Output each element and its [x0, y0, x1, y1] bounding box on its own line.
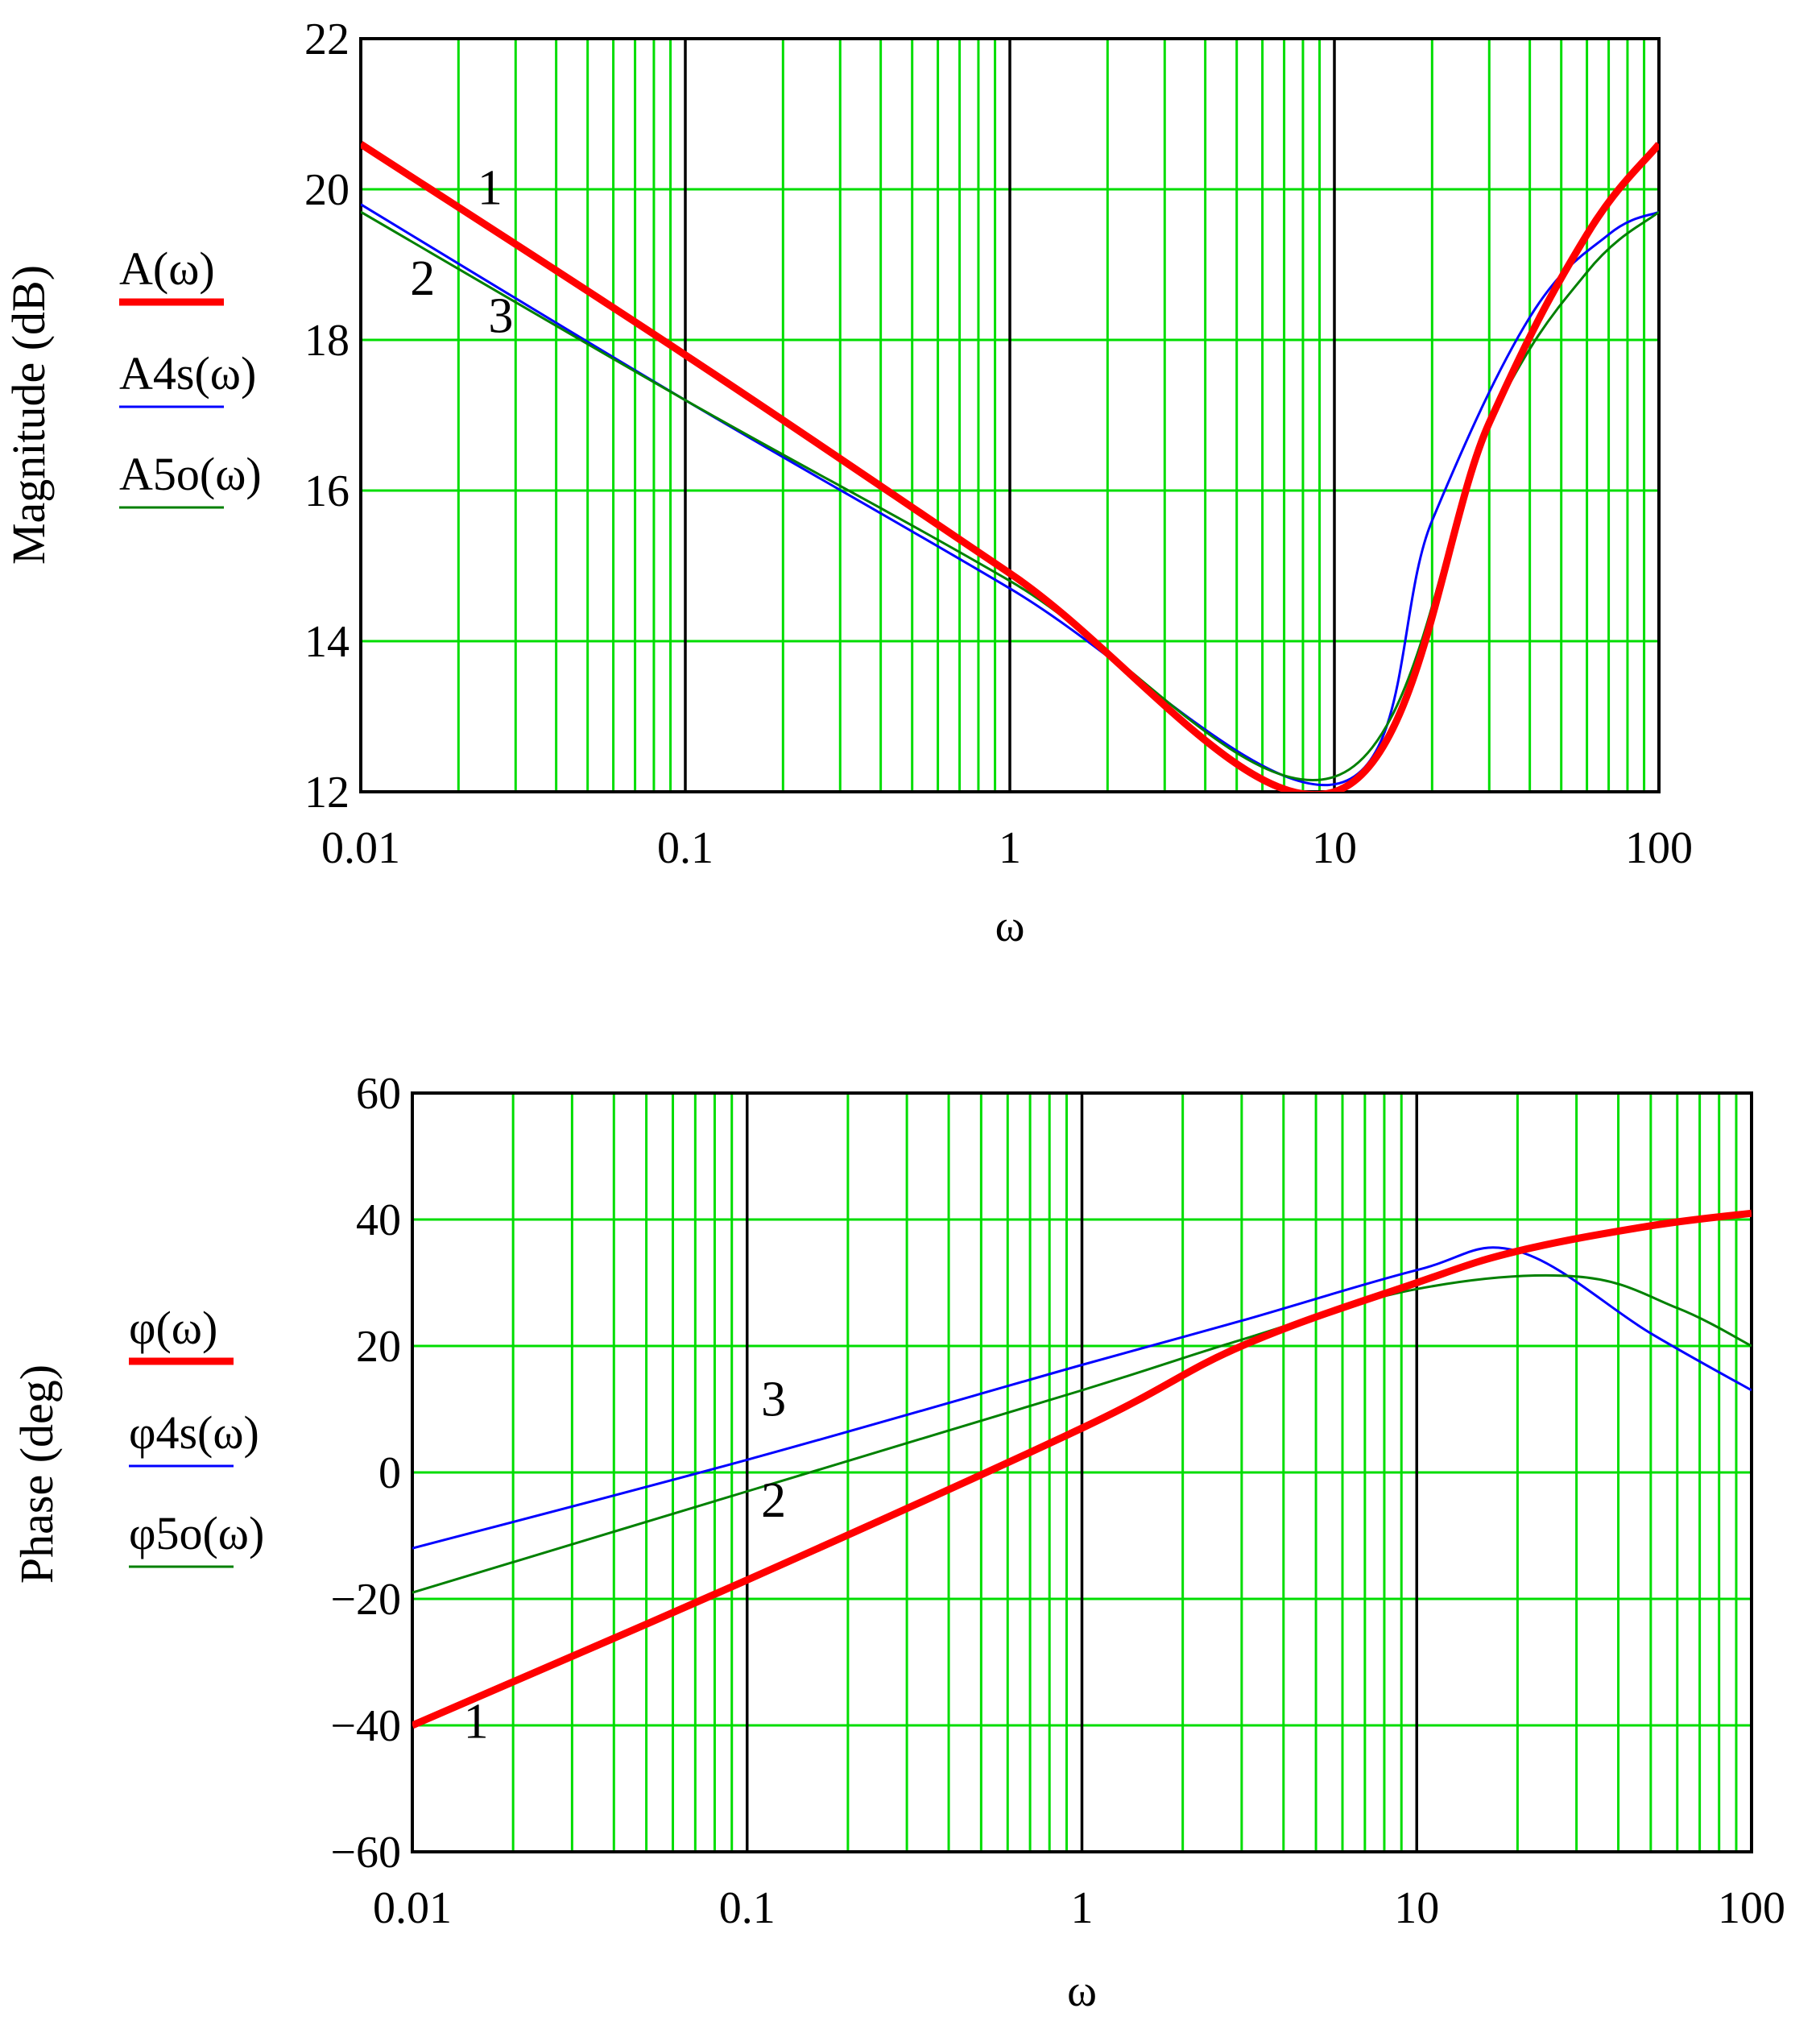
y-tick-label: −20	[330, 1575, 401, 1625]
y-tick-label: 60	[356, 1069, 401, 1119]
curve-number-label: 2	[761, 1473, 786, 1528]
series-line-3	[361, 210, 1659, 782]
x-tick-label: 0.01	[373, 1883, 452, 1933]
curve-number-label: 1	[464, 1695, 489, 1750]
y-tick-label: 22	[304, 14, 350, 64]
series-line-1	[361, 141, 1659, 792]
plot-frame	[359, 37, 1661, 793]
y-tick-label: 14	[304, 617, 350, 667]
y-tick-label: 12	[304, 768, 350, 818]
curve-number-label: 3	[488, 289, 513, 344]
legend-label: A(ω)	[119, 242, 215, 295]
curve-number-label: 1	[478, 161, 503, 216]
x-tick-label: 1	[999, 823, 1021, 873]
series-line-2	[412, 1246, 1752, 1550]
x-tick-label: 10	[1394, 1883, 1439, 1933]
y-tick-label: −60	[330, 1828, 401, 1878]
x-tick-label: 0.1	[719, 1883, 776, 1933]
x-axis-label: ω	[1067, 1966, 1097, 2016]
legend-label: φ4s(ω)	[129, 1406, 259, 1459]
y-tick-label: 40	[356, 1195, 401, 1245]
y-tick-label: 18	[304, 316, 350, 366]
x-tick-label: 1	[1071, 1883, 1094, 1933]
legend-label: φ(ω)	[129, 1302, 217, 1354]
series-line-1	[412, 1209, 1752, 1729]
legend-label: A4s(ω)	[119, 347, 256, 400]
x-tick-label: 100	[1718, 1883, 1785, 1933]
x-tick-label: 10	[1312, 823, 1357, 873]
x-axis-label: ω	[995, 901, 1025, 951]
series-line-3	[412, 1273, 1752, 1594]
legend-label: A5o(ω)	[119, 448, 262, 500]
x-tick-label: 0.1	[657, 823, 714, 873]
plot-frame	[411, 1091, 1753, 1853]
y-axis-label: Magnitude (dB)	[2, 265, 55, 565]
y-tick-label: 0	[378, 1448, 401, 1498]
x-tick-label: 100	[1625, 823, 1693, 873]
y-tick-label: 16	[304, 466, 350, 516]
legend-label: φ5o(ω)	[129, 1507, 264, 1559]
curve-number-label: 2	[410, 251, 435, 306]
y-tick-label: −40	[330, 1701, 401, 1751]
x-tick-label: 0.01	[321, 823, 400, 873]
y-tick-label: 20	[304, 165, 350, 215]
y-axis-label: Phase (deg)	[10, 1364, 63, 1584]
curve-number-label: 3	[761, 1372, 786, 1427]
phase-chart: 0.01 0.1 1 10 100 −60 −40 −20 0 20 40 60 ω Phase (deg…	[10, 1069, 1785, 2016]
y-tick-label: 20	[356, 1322, 401, 1372]
